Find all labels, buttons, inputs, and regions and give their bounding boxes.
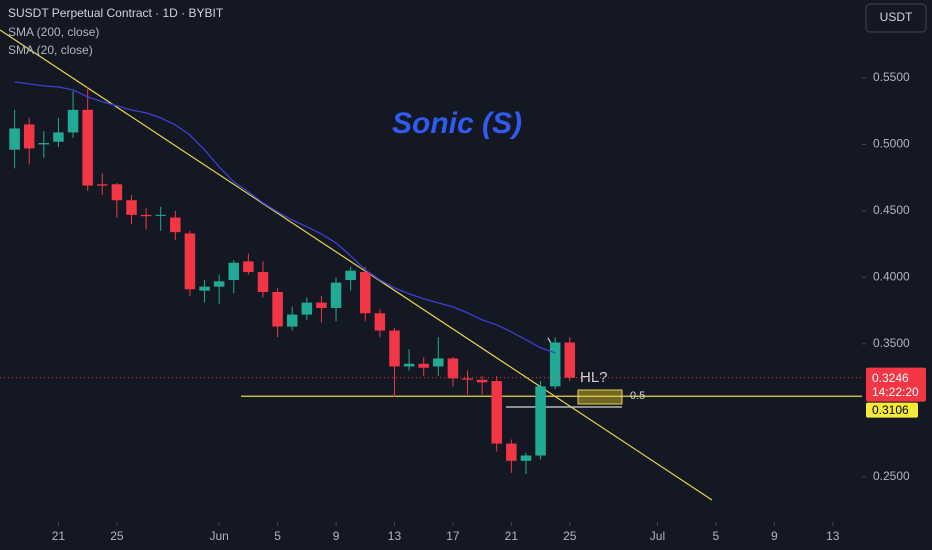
candle-body — [286, 314, 298, 327]
y-tick-label: 0.4500 — [873, 203, 910, 217]
candle-body — [389, 330, 400, 367]
price-badge — [866, 367, 926, 402]
x-tick-label: 9 — [333, 529, 340, 543]
candle-body — [170, 217, 181, 233]
candle-body — [491, 381, 503, 444]
candle-body — [243, 261, 254, 273]
candle-body — [506, 443, 517, 461]
x-tick-label: 5 — [713, 529, 720, 543]
price-label: 0.3246 — [872, 371, 909, 385]
y-tick-label: 0.2500 — [873, 469, 910, 483]
candle-body — [67, 109, 79, 133]
candle-body — [257, 272, 269, 292]
legend-entry: SMA (20, close) — [8, 43, 93, 57]
x-tick-label: 13 — [388, 529, 402, 543]
candle-body — [111, 184, 123, 201]
candle-body — [53, 132, 64, 142]
currency-button[interactable] — [865, 3, 927, 33]
chart-title: SUSDT Perpetual Contract · 1D · BYBIT — [8, 6, 224, 20]
level-badge — [866, 402, 918, 418]
candle-body — [97, 184, 108, 186]
candle-body — [272, 291, 283, 327]
fib-zone — [577, 389, 623, 405]
x-tick-label: Jun — [209, 529, 228, 543]
y-tick-label: 0.3500 — [873, 336, 910, 350]
x-tick-label: Jul — [650, 529, 665, 543]
candle-body — [38, 143, 50, 145]
candle-body — [199, 286, 210, 291]
candle-body — [316, 302, 327, 308]
candle-body — [359, 272, 371, 314]
candle-body — [301, 302, 313, 315]
x-tick-label: 25 — [563, 529, 577, 543]
y-tick-label: 0.5500 — [873, 70, 910, 84]
candle-body — [374, 313, 386, 331]
candle-body — [520, 455, 532, 461]
x-tick-label: 21 — [52, 529, 66, 543]
x-tick-label: 5 — [274, 529, 281, 543]
candle-body — [564, 342, 576, 378]
candle-body — [330, 282, 342, 308]
candle-body — [184, 233, 196, 290]
y-tick-label: 0.5000 — [873, 137, 910, 151]
candle-body — [549, 342, 561, 387]
candle-body — [418, 363, 429, 368]
candle-body — [140, 214, 152, 217]
candle-body — [82, 109, 93, 186]
note: HL? — [580, 369, 608, 386]
candle-body — [447, 358, 459, 379]
annotation: Sonic (S) — [392, 107, 522, 140]
candle-body — [476, 379, 488, 383]
countdown: 14:22:20 — [872, 385, 919, 399]
candle-body — [126, 200, 137, 215]
candle-body — [535, 386, 546, 456]
x-tick-label: 17 — [446, 529, 460, 543]
plot — [9, 81, 862, 475]
candle-body — [403, 363, 415, 367]
candle-body — [155, 214, 166, 216]
y-tick-label: 0.4000 — [873, 270, 910, 284]
x-tick-label: 13 — [826, 529, 840, 543]
candle-body — [9, 128, 20, 150]
x-tick-label: 21 — [505, 529, 519, 543]
currency-label[interactable]: USDT — [880, 10, 913, 24]
fib-label: 0.5 — [630, 390, 645, 402]
candle-body — [213, 281, 225, 287]
candle-body — [345, 270, 356, 281]
x-tick-label: 9 — [771, 529, 778, 543]
legend-entry: SMA (200, close) — [8, 25, 99, 39]
candle-body — [433, 358, 444, 367]
level-label: 0.3106 — [872, 403, 909, 417]
indicator-line — [14, 81, 556, 354]
candle-body — [228, 262, 240, 281]
candle-body — [23, 124, 35, 149]
candle-body — [462, 378, 473, 380]
trend-line — [0, 29, 713, 501]
x-tick-label: 25 — [110, 529, 124, 543]
